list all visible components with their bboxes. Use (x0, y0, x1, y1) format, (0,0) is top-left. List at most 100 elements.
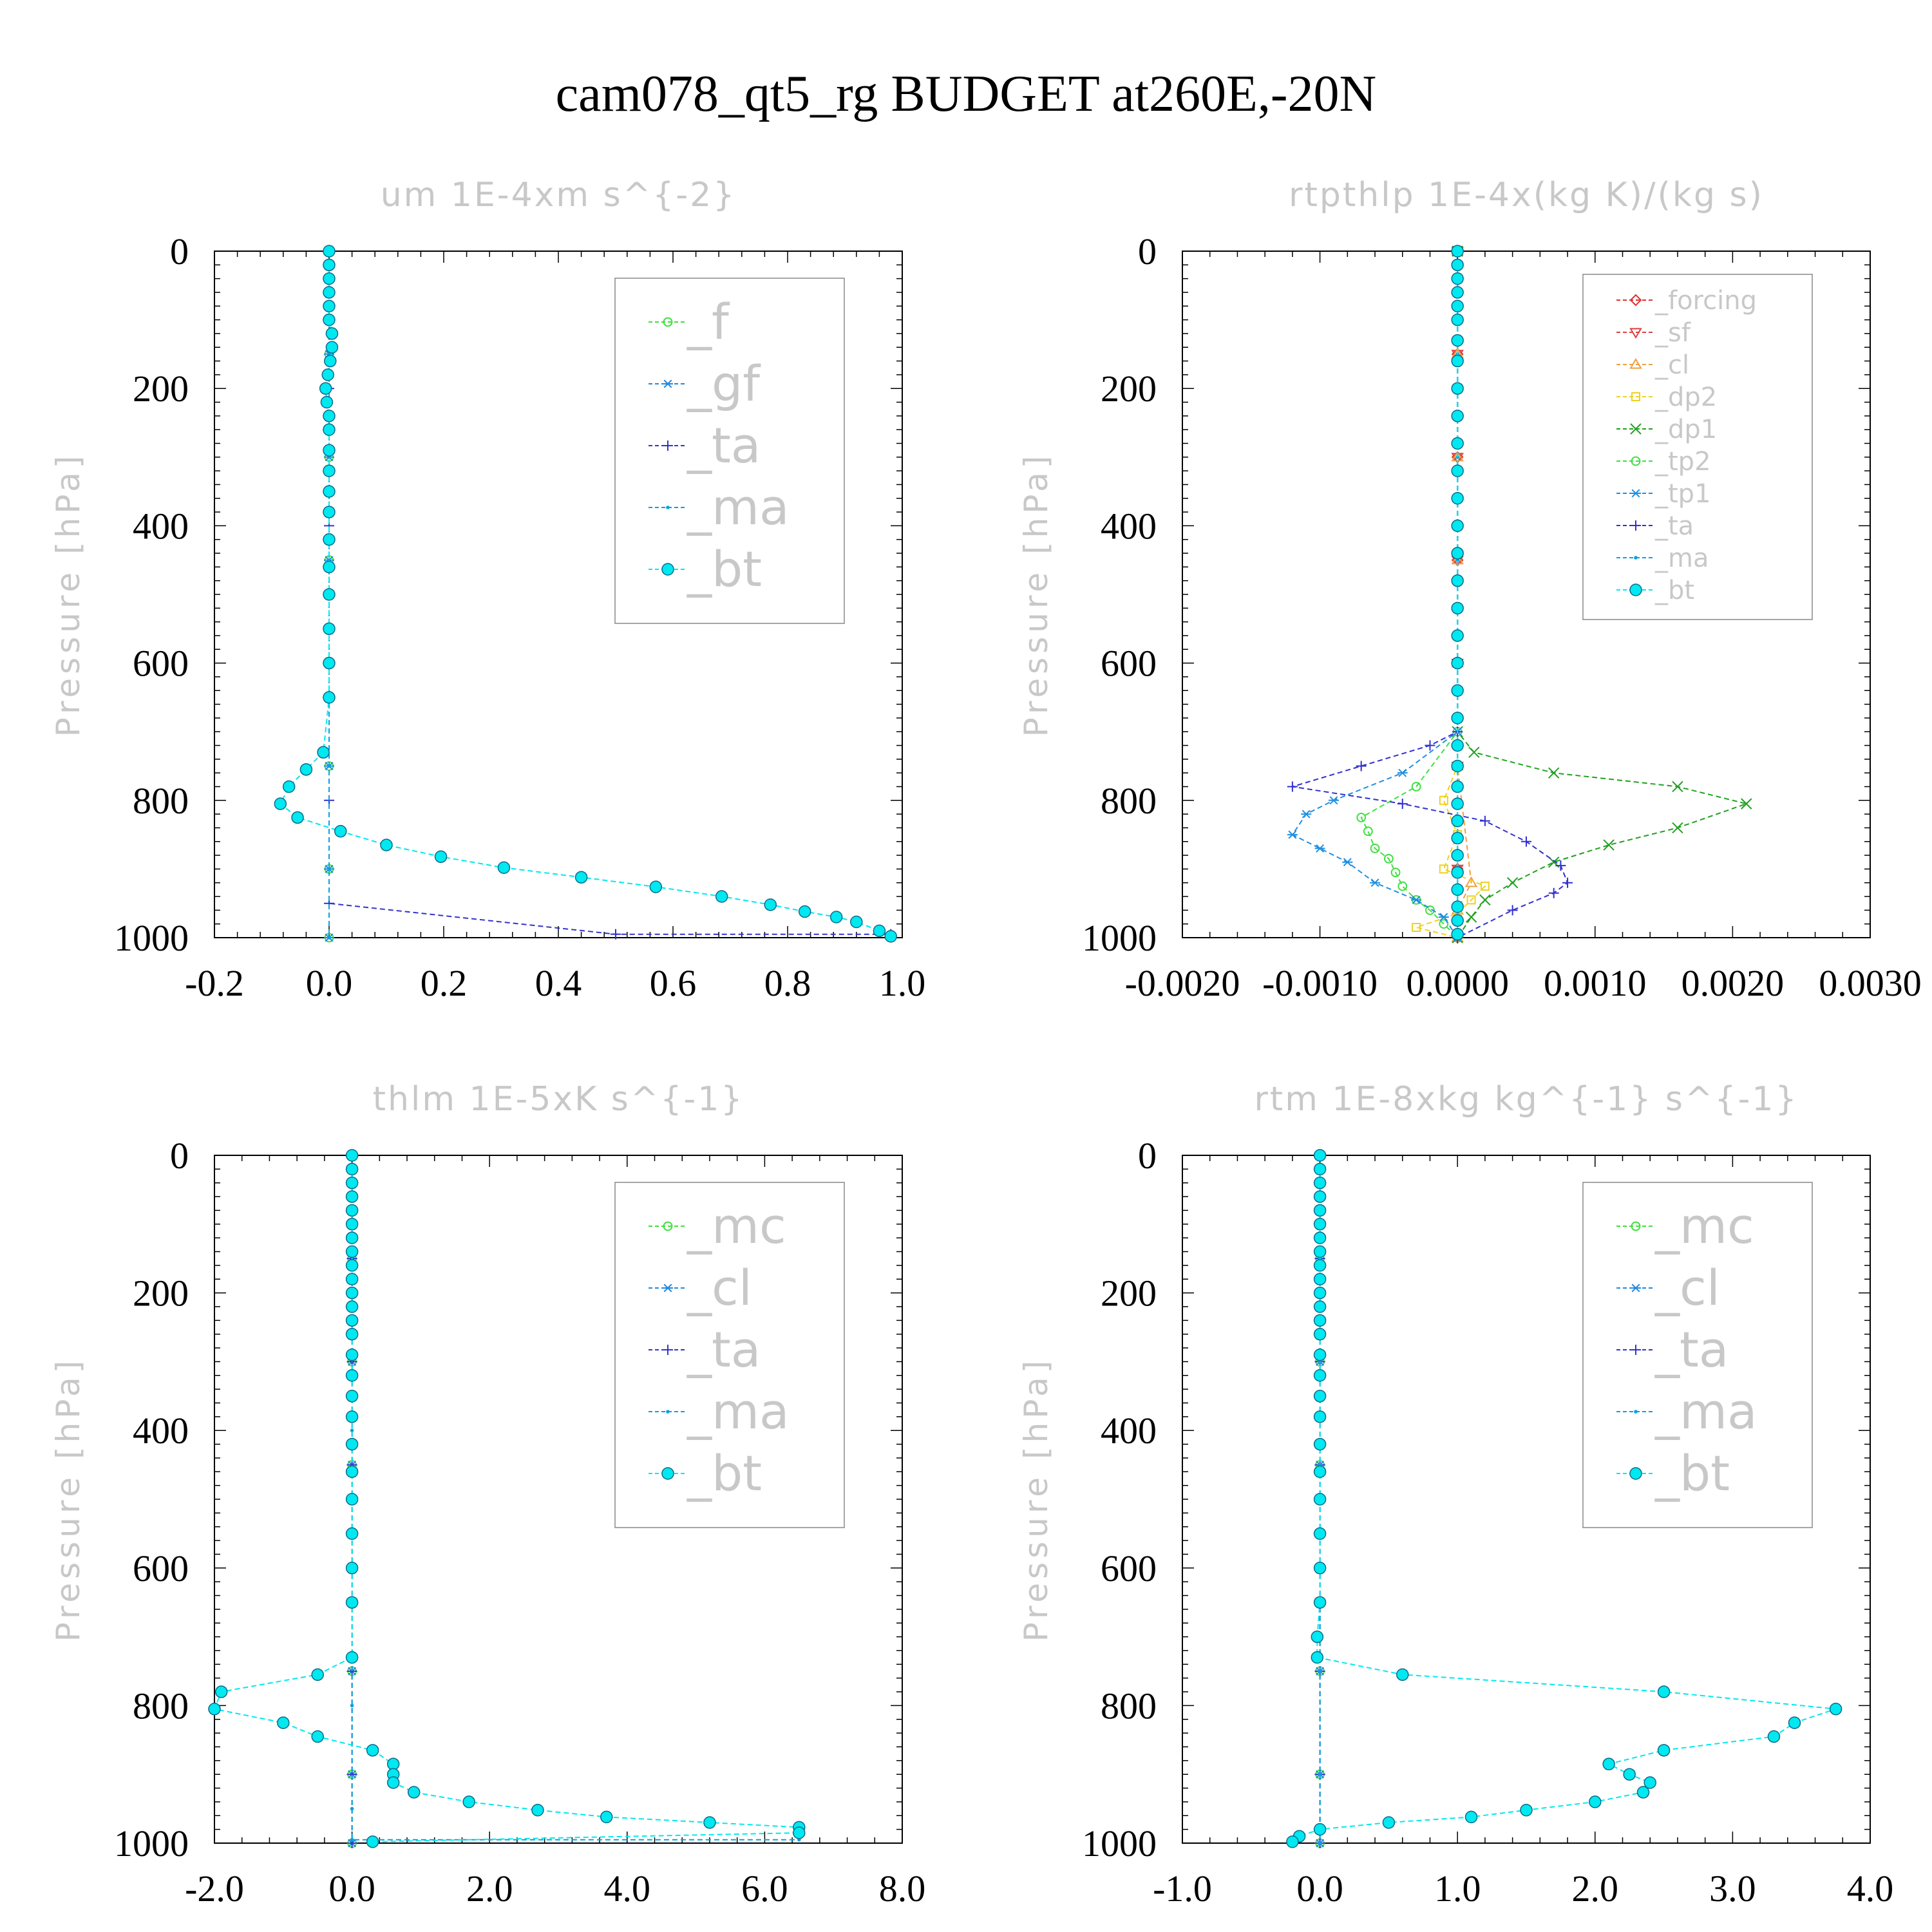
legend-label: _ma (1654, 1383, 1757, 1440)
data-point (1328, 796, 1339, 805)
legend-label: _f (687, 293, 730, 350)
data-point (1313, 1327, 1327, 1341)
data-point (1451, 849, 1464, 862)
data-point (434, 850, 448, 863)
data-point (277, 1716, 290, 1729)
y-tick-label: 1000 (1082, 1823, 1157, 1864)
x-tick-label: 0.0 (1296, 1868, 1343, 1909)
data-point (1451, 354, 1464, 368)
data-point (1507, 905, 1518, 916)
y-tick-label: 600 (1101, 643, 1157, 685)
legend-label: _ma (687, 1383, 790, 1440)
data-point (1657, 1685, 1671, 1698)
data-point (345, 1410, 359, 1423)
data-point (323, 588, 336, 601)
data-point (1313, 1149, 1327, 1162)
legend-entry: _tp1 (1616, 479, 1711, 509)
data-point (274, 797, 287, 810)
data-point (497, 861, 511, 875)
y-tick-label: 0 (1138, 231, 1157, 272)
data-point (323, 533, 336, 546)
data-point (574, 871, 588, 884)
data-point (350, 1428, 354, 1432)
y-tick-label: 600 (133, 1548, 189, 1589)
data-point (323, 622, 336, 636)
legend-label: _ta (687, 1321, 761, 1378)
data-point (462, 1795, 475, 1808)
data-point (1451, 684, 1464, 697)
series-bt (1451, 245, 1464, 941)
data-point (345, 1327, 359, 1341)
data-point (1636, 1786, 1650, 1799)
data-point (1451, 866, 1464, 879)
data-point (1451, 464, 1464, 477)
series-dp2 (1412, 247, 1490, 942)
data-point (345, 1259, 359, 1272)
data-point (1451, 815, 1464, 828)
data-point (345, 1231, 359, 1244)
legend: _mc_cl_ta_ma_bt (1582, 1182, 1813, 1528)
data-point (345, 1493, 359, 1506)
data-point (1313, 1493, 1327, 1506)
y-tick-label: 200 (133, 368, 189, 410)
data-point (1451, 739, 1464, 752)
data-point (1643, 1776, 1656, 1789)
data-point (1397, 768, 1408, 777)
data-point (345, 1369, 359, 1382)
axis-ticks (214, 1155, 903, 1844)
data-point (345, 1390, 359, 1403)
data-point (1451, 286, 1464, 299)
legend-entry: _cl (1616, 350, 1689, 380)
data-point (1451, 927, 1464, 941)
data-point (1397, 881, 1408, 891)
panel-title: um 1E-4xm s^{-2} (381, 176, 737, 214)
data-point (323, 506, 336, 518)
data-point (1657, 1744, 1671, 1757)
legend-label: _mc (1654, 1197, 1754, 1255)
data-point (1672, 781, 1683, 793)
y-tick-label: 0 (170, 1135, 189, 1177)
data-point (323, 444, 336, 457)
data-point (1390, 867, 1401, 878)
data-point (1767, 1730, 1781, 1743)
data-point (327, 936, 331, 940)
axis-ticks (1182, 1155, 1871, 1844)
legend-entry: _bt (1616, 576, 1694, 605)
data-point (323, 410, 336, 422)
x-tick-label: 6.0 (741, 1868, 788, 1909)
data-point (345, 1190, 359, 1203)
data-point (1451, 914, 1464, 927)
data-point (345, 1348, 359, 1361)
y-tick-label: 1000 (114, 917, 189, 959)
y-tick-label: 1000 (1082, 917, 1157, 959)
data-point (350, 1703, 354, 1708)
y-axis-label: Pressure [hPa] (50, 452, 87, 737)
legend-label: _forcing (1654, 286, 1757, 316)
data-point (345, 1149, 359, 1162)
data-point (323, 656, 336, 670)
data-point (1562, 877, 1573, 888)
x-tick-label: 0.0010 (1544, 962, 1647, 1004)
legend-box (1582, 1182, 1813, 1528)
data-point (1370, 844, 1380, 853)
x-tick-label: 4.0 (604, 1868, 651, 1909)
data-point (366, 1835, 379, 1848)
data-point (1313, 1218, 1327, 1231)
x-tick-label: 0.6 (650, 962, 697, 1004)
data-point (323, 313, 336, 327)
legend-entry: _ta (649, 1321, 761, 1378)
data-point (1311, 1630, 1324, 1643)
data-point (1451, 313, 1464, 327)
data-point (1439, 919, 1449, 929)
data-point (1479, 815, 1490, 826)
data-point (1468, 746, 1480, 758)
data-point (1451, 547, 1464, 560)
data-point (1313, 1348, 1327, 1361)
data-point (345, 1204, 359, 1217)
data-point (1411, 895, 1422, 904)
data-point (1464, 876, 1478, 887)
data-point (1313, 1596, 1327, 1609)
series-line (1291, 251, 1459, 938)
data-point (1313, 1437, 1327, 1451)
data-point (350, 1837, 354, 1842)
